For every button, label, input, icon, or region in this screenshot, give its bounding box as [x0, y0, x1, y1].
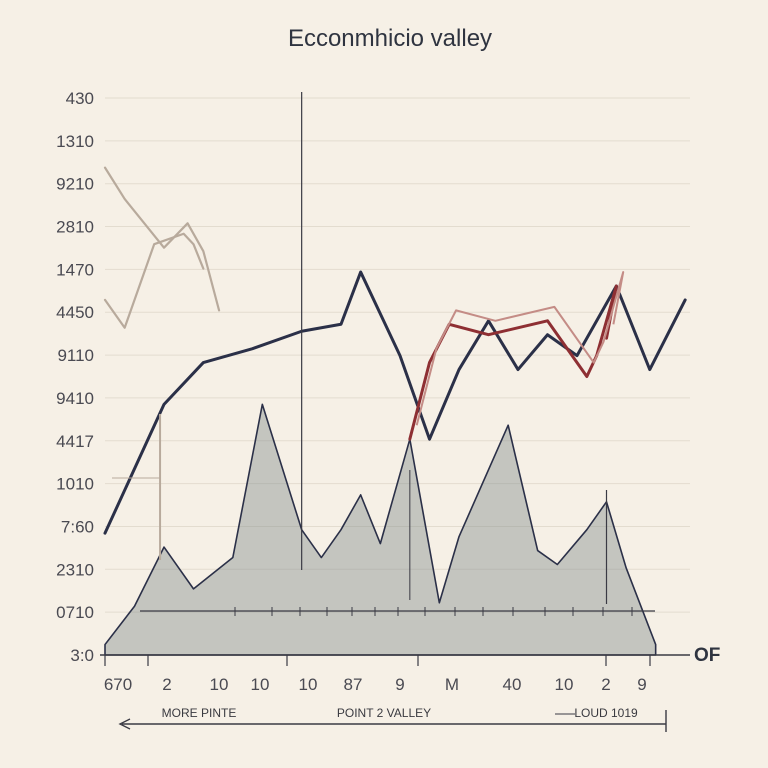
- series-line-navy: [103, 270, 687, 535]
- x-tick-label: 10: [210, 675, 229, 694]
- y-axis-ticks: 430 1310 9210 2810 1470 4450 9110 9410 4417 1010 7…: [56, 89, 94, 665]
- y-tick-label: 1470: [56, 260, 94, 279]
- y-tick-label: 9410: [56, 389, 94, 408]
- y-tick-label: 2310: [56, 560, 94, 579]
- x-tick-label: 9: [395, 675, 404, 694]
- y-tick-label: 430: [66, 89, 94, 108]
- x-tick-label: 2: [162, 675, 171, 694]
- reference-lines: [112, 92, 655, 616]
- x-axis-ticks: 670 2 10 10 10 87 9 M 40 10 2 9: [104, 675, 647, 694]
- y-tick-label: 9110: [57, 346, 94, 365]
- x-axis-end-label: OF: [694, 645, 720, 666]
- y-tick-label: 7:60: [61, 517, 94, 536]
- y-tick-label: 4417: [56, 432, 94, 451]
- annotation-label: LOUD 1019: [574, 706, 638, 720]
- line-layer: [103, 166, 687, 535]
- x-tick-label: 9: [637, 675, 646, 694]
- annotation-label: MORE PINTE: [162, 706, 237, 720]
- area-layer: [104, 403, 657, 656]
- x-tick-label: 40: [503, 675, 522, 694]
- x-tick-label: M: [445, 675, 459, 694]
- series-line-pink: [415, 271, 625, 426]
- series-line-tan-lower: [103, 232, 205, 329]
- x-tick-label: 670: [104, 675, 132, 694]
- y-tick-label: 1010: [56, 475, 94, 494]
- x-tick-label: 2: [601, 675, 610, 694]
- annotation-label: POINT 2 VALLEY: [337, 706, 431, 720]
- x-tick-label: 10: [251, 675, 270, 694]
- y-tick-label: 3:0: [70, 646, 94, 665]
- axes: [100, 654, 690, 666]
- y-tick-label: 2810: [56, 218, 94, 237]
- x-tick-label: 10: [555, 675, 574, 694]
- series-line-tan-upper: [103, 166, 221, 312]
- x-tick-label: 87: [344, 675, 363, 694]
- arrow-left-head: [118, 718, 131, 730]
- chart-title: Ecconmhicio valley: [288, 25, 492, 52]
- y-tick-label: 4450: [56, 303, 94, 322]
- y-tick-label: 9210: [56, 175, 94, 194]
- area-series: [104, 403, 657, 656]
- x-tick-label: 10: [299, 675, 318, 694]
- annotations: MORE PINTE POINT 2 VALLEY LOUD 1019: [118, 706, 667, 732]
- y-tick-label: 0710: [56, 603, 94, 622]
- y-tick-label: 1310: [56, 132, 94, 151]
